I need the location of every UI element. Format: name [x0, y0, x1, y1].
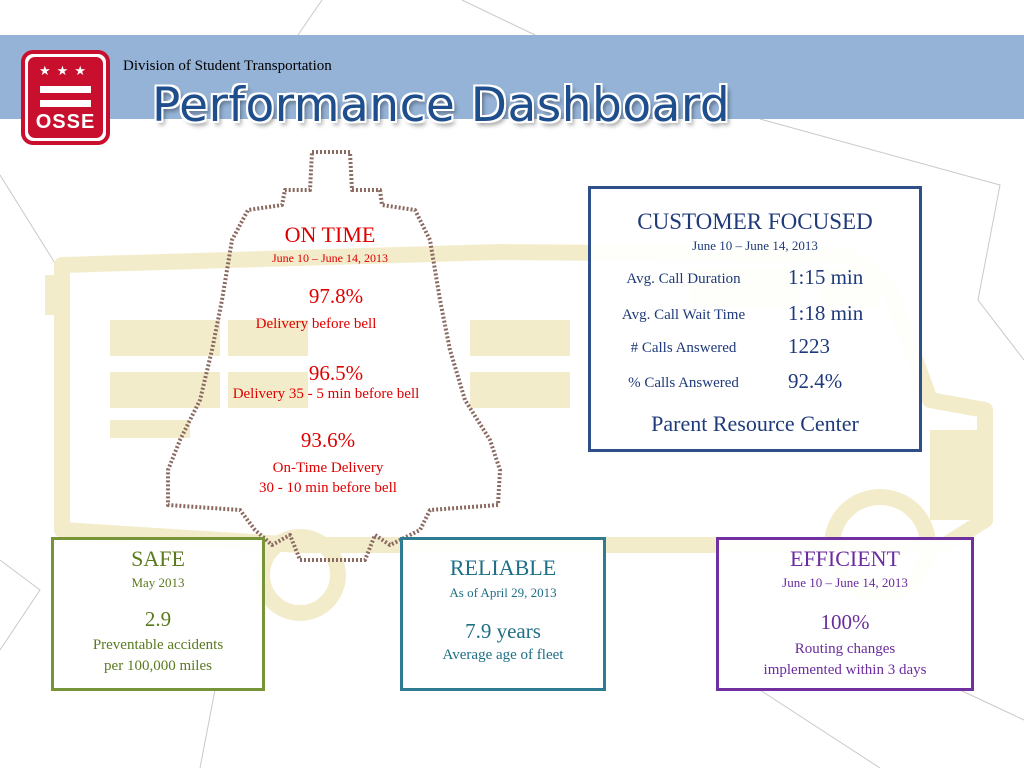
- page-title: Performance Dashboard: [152, 78, 731, 133]
- safe-panel: SAFE May 2013 2.9 Preventable accidents …: [51, 537, 265, 691]
- metric-value: 1:15 min: [788, 265, 864, 289]
- osse-logo: ★★★ OSSE: [21, 50, 110, 145]
- metric-label: # Calls Answered: [630, 340, 737, 356]
- efficient-label: Routing changes: [794, 641, 896, 657]
- metric-row: % Calls Answered 92.4%: [591, 369, 919, 399]
- metric-row: Avg. Call Duration 1:15 min: [591, 265, 919, 295]
- on-time-metric-label: On-Time Delivery: [272, 460, 384, 476]
- on-time-metric-value: 93.6%: [300, 428, 356, 452]
- logo-stars-icon: ★★★: [39, 64, 92, 79]
- on-time-metric-value: 96.5%: [308, 361, 364, 385]
- on-time-metric-label: Delivery 35 - 5 min before bell: [232, 386, 420, 402]
- metric-value: 1223: [788, 334, 830, 358]
- division-name: Division of Student Transportation: [123, 58, 332, 74]
- logo-stripe: [40, 100, 91, 107]
- safe-label-line2: per 100,000 miles: [104, 658, 212, 674]
- on-time-metric-label-line2: 30 - 10 min before bell: [259, 480, 397, 496]
- customer-focused-period: June 10 – June 14, 2013: [692, 238, 818, 253]
- safe-period: May 2013: [131, 575, 185, 590]
- efficient-label-line2: implemented within 3 days: [763, 662, 927, 678]
- metric-label: Avg. Call Duration: [626, 271, 741, 287]
- reliable-heading: RELIABLE: [449, 555, 557, 580]
- reliable-period: As of April 29, 2013: [449, 585, 557, 600]
- customer-focused-panel: CUSTOMER FOCUSED June 10 – June 14, 2013…: [588, 186, 922, 452]
- efficient-heading: EFFICIENT: [790, 546, 900, 571]
- metric-value: 92.4%: [788, 369, 843, 393]
- bell-outline: [166, 150, 502, 562]
- on-time-period: June 10 – June 14, 2013: [272, 251, 388, 265]
- reliable-label: Average age of fleet: [442, 647, 564, 663]
- customer-focused-footer: Parent Resource Center: [651, 411, 859, 436]
- efficient-value: 100%: [820, 610, 870, 634]
- metric-label: % Calls Answered: [628, 375, 739, 391]
- metric-value: 1:18 min: [788, 301, 864, 325]
- safe-value: 2.9: [144, 607, 172, 631]
- metric-label: Avg. Call Wait Time: [621, 307, 746, 323]
- customer-focused-heading: CUSTOMER FOCUSED: [637, 209, 873, 234]
- efficient-period: June 10 – June 14, 2013: [782, 575, 908, 590]
- on-time-metric-label: Delivery before bell: [255, 316, 377, 332]
- metric-row: Avg. Call Wait Time 1:18 min: [591, 301, 919, 331]
- safe-label: Preventable accidents: [92, 637, 224, 653]
- reliable-value: 7.9 years: [465, 619, 541, 643]
- on-time-metric-value: 97.8%: [308, 284, 364, 308]
- header-band: [0, 35, 1024, 119]
- logo-text: OSSE: [35, 111, 96, 133]
- efficient-panel: EFFICIENT June 10 – June 14, 2013 100% R…: [716, 537, 974, 691]
- metric-row: # Calls Answered 1223: [591, 334, 919, 364]
- on-time-heading: ON TIME: [284, 222, 376, 247]
- safe-heading: SAFE: [131, 546, 185, 571]
- logo-stripe: [40, 86, 91, 93]
- reliable-panel: RELIABLE As of April 29, 2013 7.9 years …: [400, 537, 606, 691]
